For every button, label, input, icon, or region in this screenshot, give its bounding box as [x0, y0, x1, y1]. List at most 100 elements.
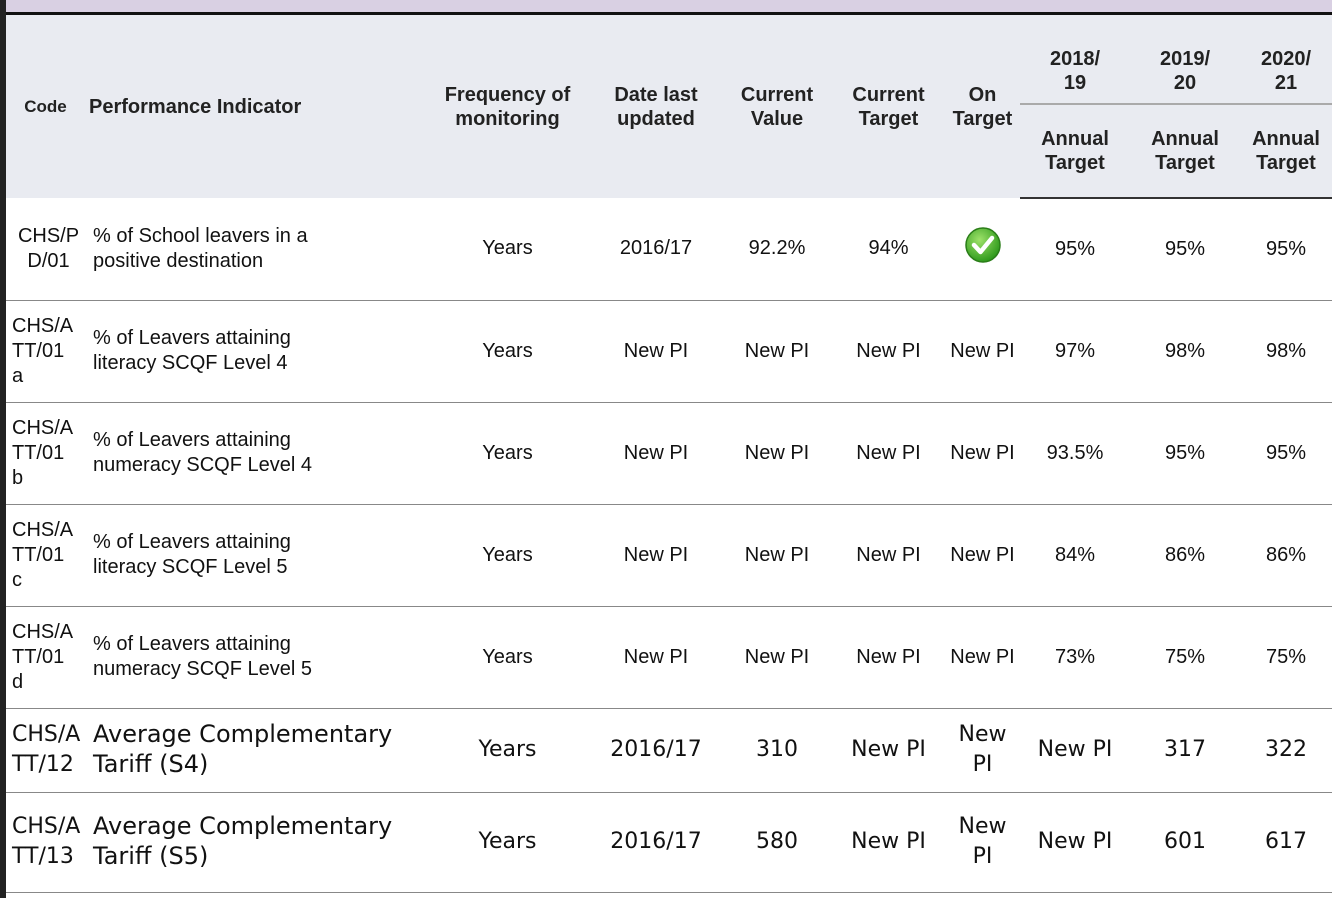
cell: 97% — [1020, 300, 1130, 403]
column-header: Current Value — [722, 15, 832, 198]
indicator: % of Leavers attaining literacy SCQF Lev… — [93, 531, 291, 578]
indicator-cell: Average Complementary Tariff (S4) — [85, 708, 425, 793]
indicator: % of Leavers attaining numeracy SCQF Lev… — [93, 429, 312, 476]
header-row: Code Performance Indicator Frequency of mo… — [6, 15, 1332, 198]
cell: 2016/17 — [590, 708, 722, 793]
cell: 98% — [1240, 300, 1332, 403]
cell: 2016/17 — [590, 792, 722, 893]
cell: 73% — [1020, 606, 1130, 709]
column-header: Frequency of monitoring — [425, 15, 590, 198]
cell: 580 — [722, 792, 832, 893]
cell: New PI — [832, 504, 945, 607]
cell: 75% — [1240, 606, 1332, 709]
code-cell: CHS/ATT/01c — [6, 504, 85, 607]
indicator-cell: % of School leavers in a positive destin… — [85, 198, 425, 301]
year-header: 2018/19 — [1020, 15, 1130, 104]
cell: 310 — [722, 708, 832, 793]
cell: 93.5% — [1020, 402, 1130, 505]
sub-header: Annual Target — [1130, 103, 1240, 199]
cell: Years — [425, 792, 590, 893]
left-border — [0, 0, 6, 898]
cell: New PI — [832, 300, 945, 403]
code: CHS/ATT/01c — [12, 518, 74, 591]
header-row: Annual Target Annual Target Annual Target — [6, 103, 1332, 199]
table-row: CHS/PD/01 % of School leavers in a positi… — [6, 198, 1332, 301]
indicator-cell: % of Leavers attaining numeracy SCQF Lev… — [85, 606, 425, 709]
indicator-cell: % of Leavers attaining literacy SCQF Lev… — [85, 504, 425, 607]
table-row: CHS/ATT/01a % of Leavers attaining litera… — [6, 300, 1332, 403]
cell: New PI — [722, 606, 832, 709]
code: CHS/PD/01 — [17, 224, 80, 272]
cell: New PI — [590, 402, 722, 505]
cell: 95% — [1130, 198, 1240, 301]
column-header: Code — [6, 15, 85, 198]
column-header: Current Target — [832, 15, 945, 198]
on-target-icon-cell — [945, 198, 1020, 301]
column-header: Performance Indicator — [85, 15, 425, 198]
cell: Years — [425, 402, 590, 505]
cell: New PI — [945, 504, 1020, 607]
indicator-cell: % of Leavers attaining literacy SCQF Lev… — [85, 300, 425, 403]
table-row: CHS/ATT/01c % of Leavers attaining litera… — [6, 504, 1332, 607]
year-header: 2020/21 — [1240, 15, 1332, 104]
cell: 95% — [1130, 402, 1240, 505]
code: CHS/ATT/01d — [12, 620, 74, 693]
sub-header: Annual Target — [1240, 103, 1332, 199]
cell: 84% — [1020, 504, 1130, 607]
cell: Years — [425, 708, 590, 793]
year-label: 2018/19 — [1049, 48, 1101, 94]
cell: 2016/17 — [590, 198, 722, 301]
indicator: % of Leavers attaining literacy SCQF Lev… — [93, 327, 291, 374]
cell: 98% — [1130, 300, 1240, 403]
cell: 95% — [1240, 402, 1332, 505]
cell: New PI — [945, 708, 1020, 793]
table-row: CHS/ATT/13 Average Complementary Tariff (… — [6, 792, 1332, 893]
cell: 86% — [1130, 504, 1240, 607]
cell: New PI — [832, 402, 945, 505]
column-header: On Target — [945, 15, 1020, 198]
cell: 601 — [1130, 792, 1240, 893]
cell: New PI — [832, 792, 945, 893]
code-cell: CHS/PD/01 — [6, 198, 85, 301]
cell: New PI — [722, 504, 832, 607]
table-row: CHS/ATT/01d % of Leavers attaining numera… — [6, 606, 1332, 709]
cell: New PI — [945, 300, 1020, 403]
indicator: % of School leavers in a positive destin… — [93, 224, 308, 272]
cell: 95% — [1020, 198, 1130, 301]
cell: 617 — [1240, 792, 1332, 893]
column-header: Date last updated — [590, 15, 722, 198]
code-cell: CHS/ATT/01a — [6, 300, 85, 403]
code: CHS/ATT/12 — [12, 722, 81, 777]
cell: New PI — [1020, 792, 1130, 893]
cell: Years — [425, 606, 590, 709]
cell: 95% — [1240, 198, 1332, 301]
year-header: 2019/20 — [1130, 15, 1240, 104]
indicator-cell: Average Complementary Tariff (S5) — [85, 792, 425, 893]
indicator-cell: % of Leavers attaining numeracy SCQF Lev… — [85, 402, 425, 505]
cell: New PI — [722, 300, 832, 403]
code: CHS/ATT/01b — [12, 416, 74, 489]
cell: 75% — [1130, 606, 1240, 709]
code: CHS/ATT/13 — [12, 814, 81, 869]
pi-table: Code Performance Indicator Frequency of mo… — [6, 15, 1332, 893]
cell: Years — [425, 300, 590, 403]
cell: 92.2% — [722, 198, 832, 301]
cell: 322 — [1240, 708, 1332, 793]
cell: New PI — [832, 606, 945, 709]
code-cell: CHS/ATT/01b — [6, 402, 85, 505]
cell: Years — [425, 198, 590, 301]
cell: New PI — [590, 300, 722, 403]
top-strip — [0, 0, 1332, 15]
cell: Years — [425, 504, 590, 607]
sub-header: Annual Target — [1020, 103, 1130, 199]
year-label: 2019/20 — [1159, 48, 1211, 94]
cell: New PI — [1020, 708, 1130, 793]
indicator: % of Leavers attaining numeracy SCQF Lev… — [93, 633, 312, 680]
cell: New PI — [945, 792, 1020, 893]
cell: New PI — [590, 606, 722, 709]
cell: New PI — [945, 606, 1020, 709]
code-cell: CHS/ATT/01d — [6, 606, 85, 709]
code: CHS/ATT/01a — [12, 314, 74, 387]
table-body: CHS/PD/01 % of School leavers in a positi… — [6, 198, 1332, 893]
